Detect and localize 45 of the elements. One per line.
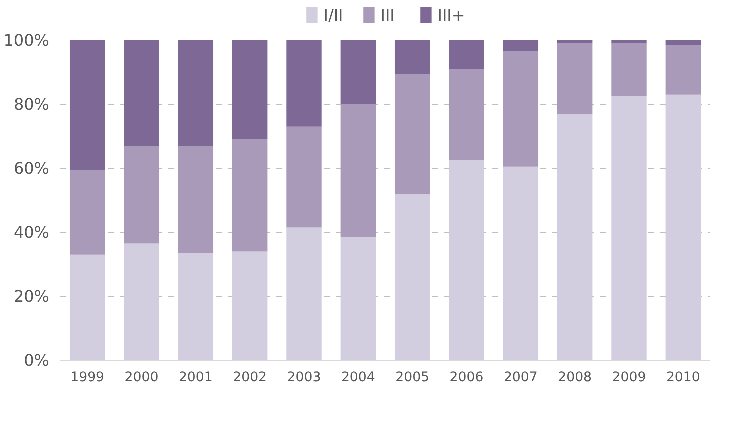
- bar: [340, 40, 376, 104]
- bar: [70, 40, 106, 170]
- y-tick-label: 100%: [4, 31, 50, 50]
- bar: [286, 126, 322, 228]
- bar: [286, 40, 322, 127]
- y-tick-label: 20%: [14, 287, 50, 306]
- y-tick-label: 60%: [14, 159, 50, 178]
- bar: [70, 170, 106, 255]
- bar: [503, 40, 539, 52]
- y-tick-label: 0%: [24, 351, 50, 370]
- bar: [394, 40, 430, 74]
- x-tick-label: 2009: [612, 370, 646, 386]
- legend-label: III: [380, 6, 396, 24]
- bar: [666, 40, 702, 46]
- x-tick-label: 2006: [450, 370, 484, 386]
- y-tick-label: 80%: [14, 95, 50, 114]
- bar: [124, 146, 160, 244]
- x-tick-label: 2004: [341, 370, 376, 386]
- x-tick-label: 2001: [178, 370, 213, 386]
- legend-label: I/II: [324, 6, 344, 24]
- x-tick-label: 1999: [70, 370, 105, 386]
- bar: [340, 104, 376, 238]
- legend-label: III+: [438, 6, 466, 24]
- bar: [394, 74, 430, 194]
- x-tick-label: 2002: [233, 370, 268, 386]
- bar: [449, 40, 484, 70]
- x-tick-label: 2003: [287, 370, 322, 386]
- bar: [612, 44, 647, 96]
- x-tick-label: 2008: [558, 370, 592, 386]
- y-tick-label: 40%: [14, 223, 50, 242]
- bar: [232, 40, 268, 140]
- bar: [666, 45, 702, 95]
- x-tick-label: 2005: [396, 370, 430, 386]
- bar: [178, 40, 214, 147]
- x-tick-label: 2000: [124, 370, 159, 386]
- bar: [178, 146, 214, 254]
- bar: [557, 44, 593, 114]
- x-tick-label: 2010: [666, 370, 700, 386]
- bar: [124, 40, 160, 146]
- bar: [503, 52, 539, 167]
- bar: [232, 140, 268, 252]
- x-tick-label: 2007: [504, 370, 538, 386]
- bar: [612, 40, 647, 44]
- bar: [557, 40, 593, 44]
- bar: [449, 69, 484, 160]
